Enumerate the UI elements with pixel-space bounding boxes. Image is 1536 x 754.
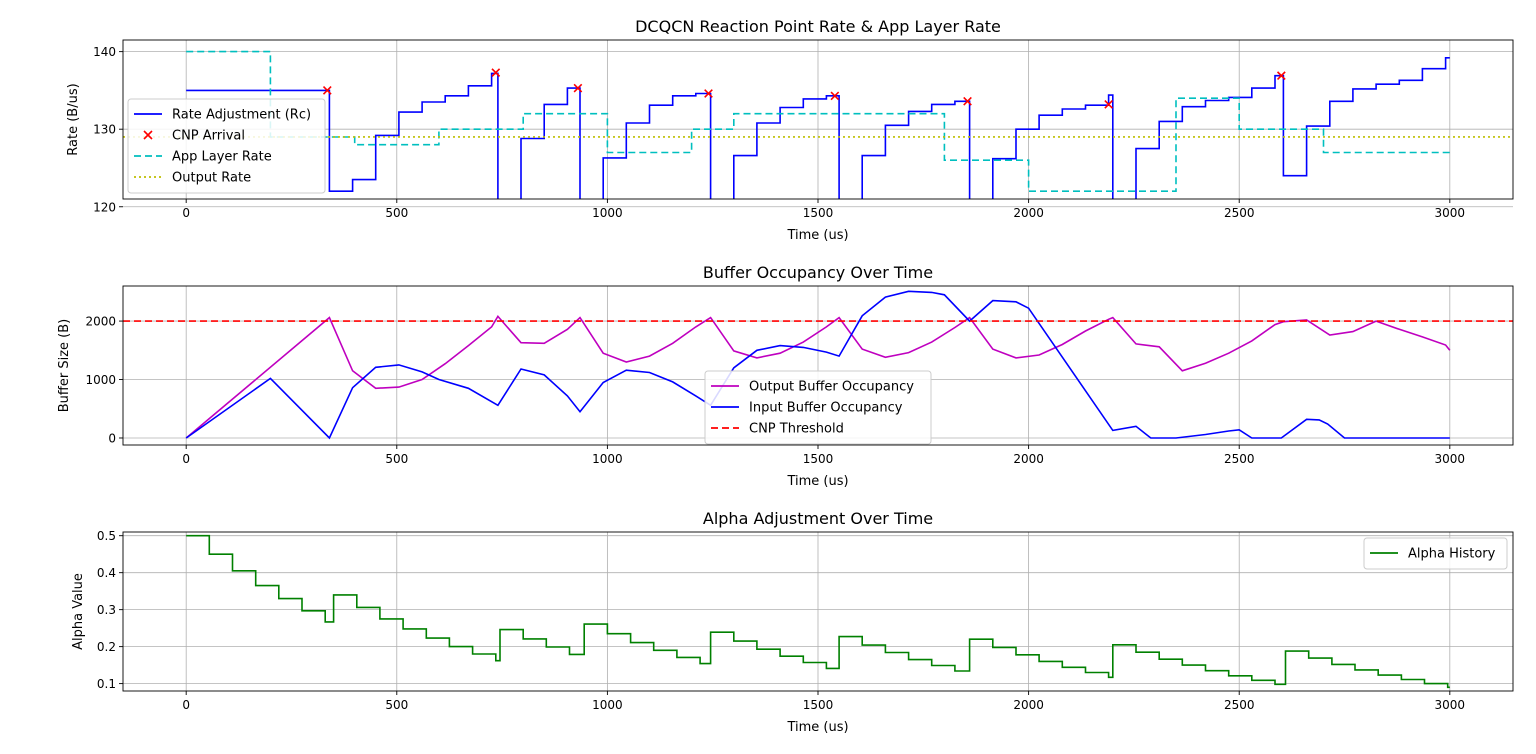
cnp-marker — [1104, 100, 1114, 109]
x-tick-label: 3000 — [1435, 698, 1466, 712]
legend-label: Rate Adjustment (Rc) — [172, 108, 311, 123]
legend-label: App Layer Rate — [172, 150, 272, 165]
legend: Rate Adjustment (Rc) CNP Arrival App Layer… — [127, 98, 326, 194]
y-tick-label: 0.4 — [97, 566, 116, 580]
legend-label: CNP Threshold — [749, 422, 844, 437]
legend-frame — [704, 370, 932, 445]
cnp-marker — [322, 86, 332, 95]
y-tick-label: 140 — [93, 45, 116, 59]
x-tick-label: 1500 — [803, 206, 834, 220]
x-tick-label: 1500 — [803, 698, 834, 712]
legend-label: Output Rate — [172, 171, 251, 186]
x-tick-label: 1500 — [803, 452, 834, 466]
legend-label: Alpha History — [1408, 547, 1496, 562]
x-tick-label: 3000 — [1435, 452, 1466, 466]
legend-frame — [127, 98, 326, 194]
x-tick-label: 500 — [385, 206, 408, 220]
y-tick-label: 0 — [108, 431, 116, 445]
plot-area — [123, 290, 1513, 440]
chart-2: 0 500 1000 1500 2000 2500 3000 0 1000 2000 Buffer … — [57, 263, 1514, 489]
chart-title: Alpha Adjustment Over Time — [703, 509, 933, 528]
x-tick-label: 2000 — [1013, 452, 1044, 466]
cnp-marker — [704, 89, 713, 98]
x-axis-label: Time (us) — [786, 474, 848, 489]
y-axis-label: Alpha Value — [71, 573, 86, 650]
legend-frame — [1363, 537, 1508, 570]
cnp-marker — [1276, 71, 1286, 81]
chart-1: 0 500 1000 1500 2000 2500 3000 120 130 140 DCQCN R… — [66, 17, 1514, 243]
series-input-buffer-occupancy-line — [185, 290, 1450, 440]
y-tick-label: 0.2 — [97, 640, 116, 654]
cnp-marker — [963, 96, 972, 106]
x-tick-label: 2500 — [1224, 698, 1255, 712]
legend-label: Input Buffer Occupancy — [749, 401, 903, 416]
plot-area — [186, 534, 1450, 689]
y-tick-label: 0.3 — [97, 603, 116, 617]
y-axis-label: Rate (B/us) — [66, 83, 81, 155]
legend-label: Output Buffer Occupancy — [749, 380, 914, 395]
series-rate-adjustment-rc-line — [186, 56, 1450, 199]
x-axis-label: Time (us) — [786, 228, 848, 243]
series-app-layer-rate-line — [186, 50, 1450, 192]
legend-label: CNP Arrival — [172, 129, 245, 144]
x-tick-label: 0 — [182, 698, 190, 712]
x-tick-label: 1000 — [592, 452, 623, 466]
x-tick-label: 1000 — [592, 698, 623, 712]
y-tick-label: 120 — [93, 200, 116, 214]
x-tick-label: 0 — [182, 206, 190, 220]
x-tick-label: 0 — [182, 452, 190, 466]
x-tick-label: 3000 — [1435, 206, 1466, 220]
x-tick-label: 2500 — [1224, 452, 1255, 466]
x-tick-label: 500 — [385, 698, 408, 712]
legend: Output Buffer Occupancy Input Buffer Occu… — [704, 370, 932, 445]
series-alpha-history-line — [186, 534, 1450, 689]
y-tick-label: 0.5 — [97, 529, 116, 543]
x-axis-label: Time (us) — [786, 720, 848, 735]
y-tick-label: 1000 — [85, 373, 116, 387]
chart-title: DCQCN Reaction Point Rate & App Layer Ra… — [635, 17, 1001, 36]
x-tick-label: 2000 — [1013, 206, 1044, 220]
cnp-marker — [830, 91, 840, 101]
x-tick-label: 500 — [385, 452, 408, 466]
x-tick-label: 2000 — [1013, 698, 1044, 712]
y-tick-label: 0.1 — [97, 677, 116, 691]
y-tick-label: 130 — [93, 123, 116, 137]
cnp-marker — [573, 83, 583, 93]
y-axis-label: Buffer Size (B) — [57, 319, 72, 412]
cnp-marker — [491, 68, 501, 77]
chart-title: Buffer Occupancy Over Time — [703, 263, 933, 282]
x-tick-label: 2500 — [1224, 206, 1255, 220]
y-tick-label: 2000 — [85, 315, 116, 329]
legend-marker — [143, 130, 153, 140]
plot-area — [123, 50, 1513, 199]
chart-3: 0 500 1000 1500 2000 2500 3000 0.1 0.2 0.3 0.4 0.5 A… — [71, 509, 1514, 735]
x-tick-label: 1000 — [592, 206, 623, 220]
legend: Alpha History — [1363, 537, 1508, 570]
series-output-buffer-occupancy-line — [185, 315, 1451, 439]
